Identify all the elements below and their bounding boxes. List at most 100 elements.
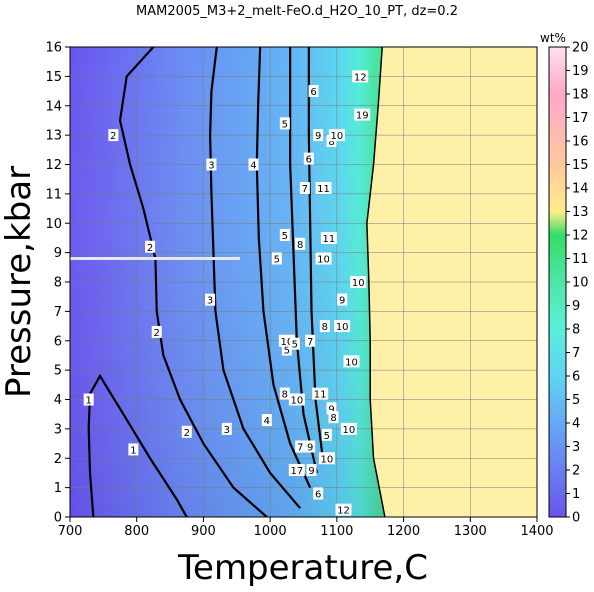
contour-label-bg [313, 487, 324, 500]
contour-label: 17 [288, 464, 305, 477]
contour-label: 8 [319, 320, 330, 333]
contour-label-text: 2 [147, 243, 153, 254]
colorbar-segment [549, 329, 566, 376]
contour-label-text: 2 [154, 328, 160, 339]
contour-label-bg [83, 393, 94, 406]
x-tick-label: 1000 [254, 524, 287, 539]
contour-label: 9 [326, 402, 337, 415]
y-tick-label: 6 [54, 334, 62, 349]
colorbar-tick-label: 2 [572, 464, 580, 479]
contour-label-text: 9 [328, 404, 334, 415]
contour-label-text: 9 [339, 296, 345, 307]
contour-line-3 [208, 47, 302, 509]
contour-label: 10 [288, 393, 305, 407]
y-tick-label: 4 [54, 393, 62, 408]
contour-label-text: 9 [308, 466, 314, 477]
colorbar-segment [549, 423, 566, 470]
contour-label: 9 [306, 464, 317, 477]
contour-label-bg [319, 320, 330, 333]
colorbar-segment [549, 282, 566, 329]
colorbar-tick-label: 5 [572, 393, 580, 408]
contour-label-text: 10 [330, 131, 343, 142]
colorbar-tick-label: 4 [572, 417, 580, 432]
contour-label-text: 6 [306, 155, 312, 166]
contour-label-text: 1 [130, 445, 136, 456]
contour-label-bg [288, 393, 305, 406]
contour-label: 6 [313, 487, 324, 501]
contour-label-text: 8 [330, 413, 336, 424]
contour-label-bg [305, 440, 316, 453]
contour-label: 8 [279, 387, 290, 401]
contour-label-bg [308, 85, 319, 98]
contour-label-bg [271, 252, 282, 265]
contour-line-2 [118, 47, 268, 517]
contour-label-text: 5 [282, 119, 288, 130]
contour-label-text: 5 [274, 255, 280, 266]
contour-label-bg [306, 464, 317, 476]
contour-label: 8 [295, 237, 306, 251]
y-tick-label: 8 [54, 276, 62, 291]
contour-label-text: 10 [352, 278, 365, 289]
contour-label-bg [337, 293, 348, 306]
contour-label: 6 [303, 152, 314, 166]
colorbar-tick-label: 8 [572, 323, 580, 338]
contour-label-text: 7 [297, 443, 303, 454]
contour-label-text: 11 [314, 390, 327, 401]
contour-label: 2 [108, 129, 119, 142]
contour-label: 8 [328, 411, 339, 424]
contour-label-text: 2 [184, 428, 190, 439]
y-tick-label: 2 [54, 452, 62, 467]
contour-label-bg [205, 293, 216, 306]
contour-label-text: 10 [320, 454, 333, 465]
x-tick-label: 1100 [320, 524, 353, 539]
y-tick-label: 3 [54, 422, 62, 437]
contour-label-bg [145, 240, 156, 253]
contour-label-text: 12 [337, 506, 350, 517]
contour-label: 1 [128, 443, 139, 456]
contour-label: 10 [315, 252, 332, 266]
contour-label: 12 [352, 70, 369, 83]
contour-label-text: 7 [307, 337, 313, 348]
y-tick-label: 16 [45, 41, 62, 56]
colorbar-segment [549, 376, 566, 423]
contour-label: 19 [354, 108, 371, 122]
contour-label-text: 19 [356, 111, 369, 122]
contour-line-6 [307, 47, 325, 465]
contour-label-text: 3 [224, 425, 230, 436]
contour-label-text: 10 [342, 425, 355, 436]
contour-label-text: 4 [250, 161, 256, 172]
x-tick-label: 1400 [520, 524, 553, 539]
y-axis-label: Pressure,kbar [0, 166, 39, 398]
contour-label-bg [305, 334, 316, 347]
contour-label: 9 [337, 293, 348, 307]
chart-title: MAM2005_M3+2_melt-FeO.d_H2O_10_PT, dz=0.… [136, 4, 458, 19]
contour-label: 11 [312, 387, 329, 401]
contour-label-bg [334, 320, 351, 333]
contour-label: 7 [295, 440, 306, 454]
contour-label-bg [206, 158, 217, 171]
contour-label-bg [281, 343, 292, 356]
contour-label-text: 8 [282, 390, 288, 401]
contour-label: 11 [315, 182, 332, 195]
y-tick-label: 13 [45, 129, 62, 144]
colorbar-tick-label: 6 [572, 370, 580, 385]
contour-label-bg [279, 229, 290, 241]
contour-label-text: 10 [345, 357, 358, 368]
colorbar-tick-label: 3 [572, 440, 580, 455]
contour-label-bg [335, 503, 352, 516]
colorbar-segment [549, 164, 566, 212]
colorbar-tick-label: 1 [572, 487, 580, 502]
colorbar-segment [549, 47, 566, 94]
contour-label-bg [295, 440, 306, 453]
x-tick-label: 1300 [454, 524, 487, 539]
y-tick-label: 7 [54, 305, 62, 320]
x-axis: 700 800 900 1000 1100 1200 1300 1400 [58, 517, 554, 539]
contour-label: 3 [206, 158, 217, 172]
contour-label-bg [295, 237, 306, 250]
contour-label-bg [299, 182, 310, 194]
colorbar-tick-label: 0 [572, 511, 580, 526]
contour-label: 10 [343, 355, 360, 368]
contour-label: 10 [334, 320, 351, 333]
